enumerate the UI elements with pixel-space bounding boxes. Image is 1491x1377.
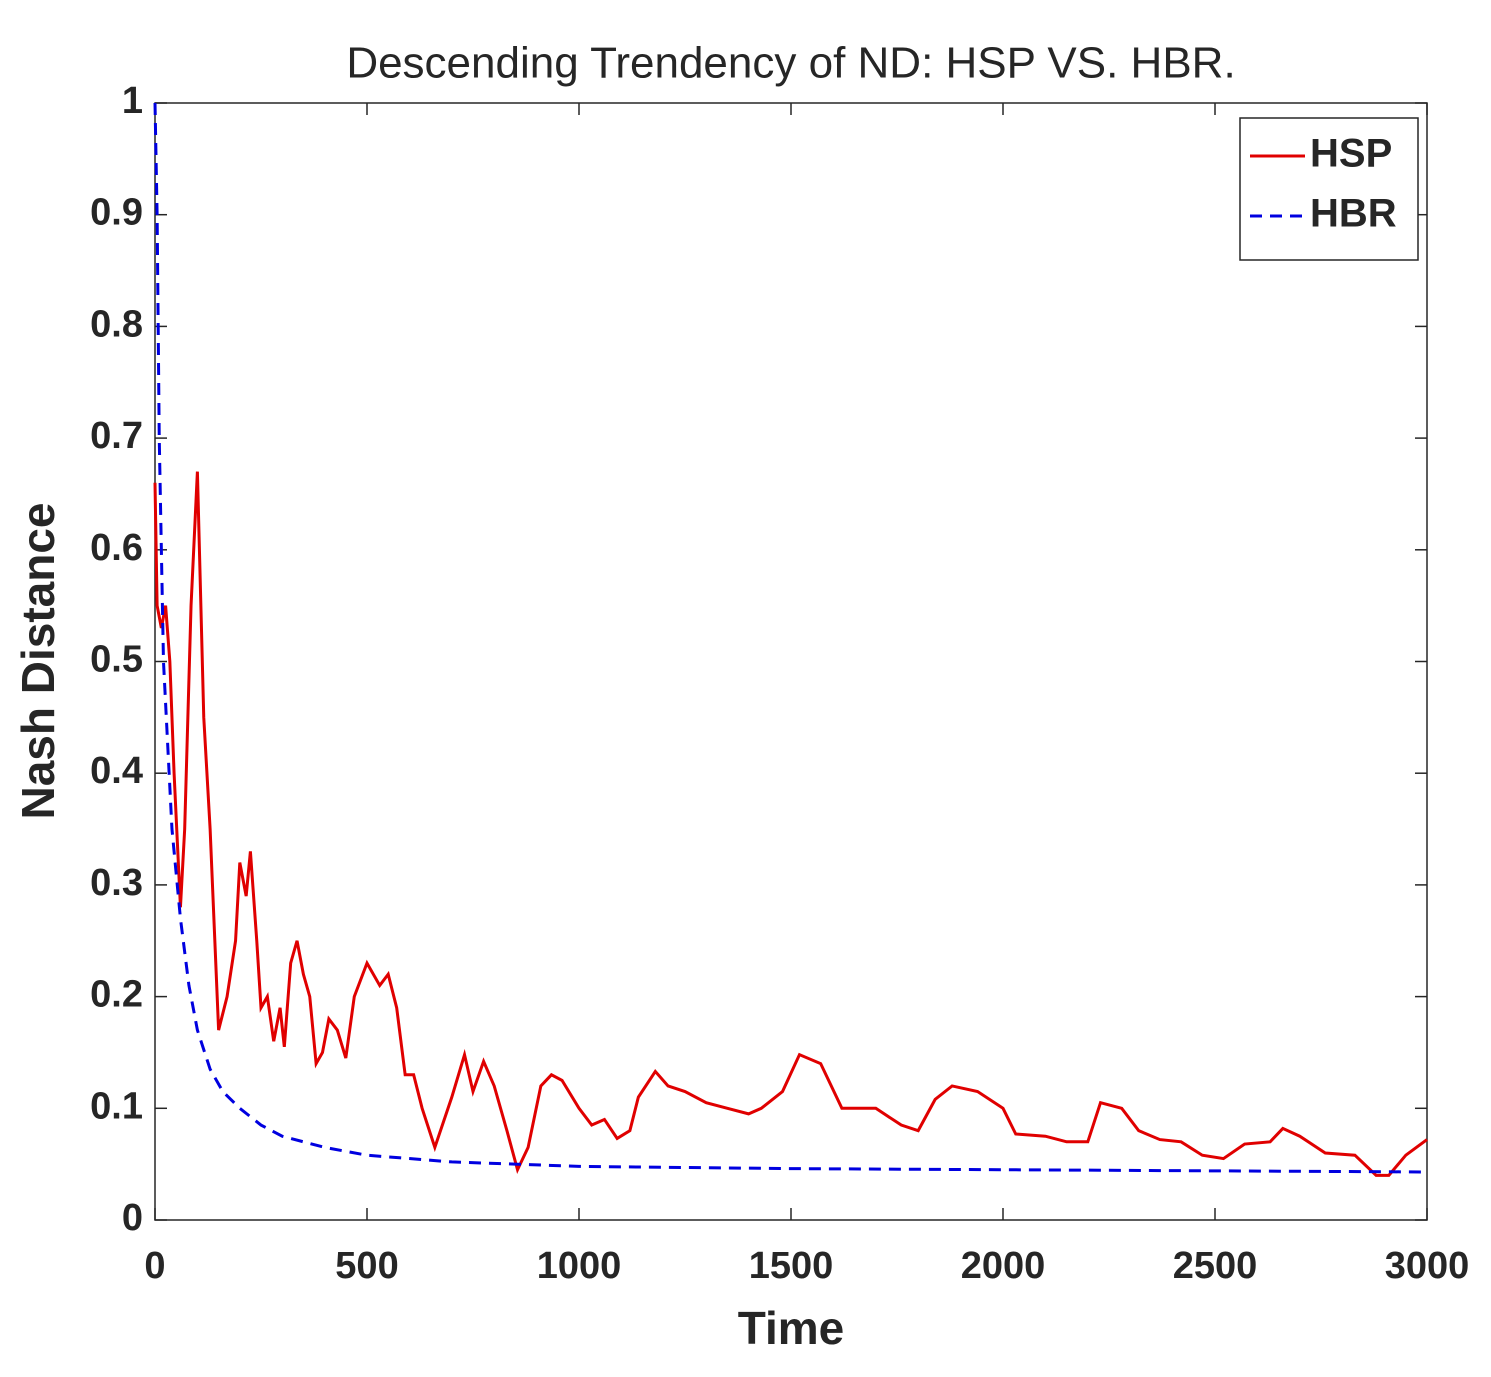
- legend-label: HBR: [1310, 192, 1397, 236]
- y-tick-label: 0.8: [90, 303, 143, 345]
- x-tick-label: 1500: [749, 1245, 834, 1287]
- y-tick-label: 1: [122, 80, 143, 122]
- y-tick-label: 0: [122, 1197, 143, 1239]
- x-tick-label: 0: [144, 1245, 165, 1287]
- x-tick-label: 500: [335, 1245, 398, 1287]
- x-axis-label: Time: [738, 1302, 845, 1354]
- y-tick-label: 0.1: [90, 1085, 143, 1127]
- y-tick-label: 0.4: [90, 750, 143, 792]
- y-tick-label: 0.2: [90, 974, 143, 1016]
- legend-label: HSP: [1310, 132, 1392, 176]
- x-tick-label: 2500: [1173, 1245, 1258, 1287]
- y-tick-label: 0.6: [90, 527, 143, 569]
- y-tick-label: 0.7: [90, 415, 143, 457]
- series-line: [153, 471, 1428, 1177]
- chart-title: Descending Trendency of ND: HSP VS. HBR.: [346, 39, 1235, 88]
- y-axis-label: Nash Distance: [12, 502, 64, 819]
- y-tick-label: 0.9: [90, 192, 143, 234]
- x-tick-label: 1000: [537, 1245, 622, 1287]
- x-tick-label: 3000: [1385, 1245, 1470, 1287]
- y-tick-label: 0.5: [90, 639, 143, 681]
- series-line: [153, 102, 1428, 1174]
- y-tick-label: 0.3: [90, 862, 143, 904]
- x-tick-label: 2000: [961, 1245, 1046, 1287]
- legend-box: [1239, 117, 1419, 261]
